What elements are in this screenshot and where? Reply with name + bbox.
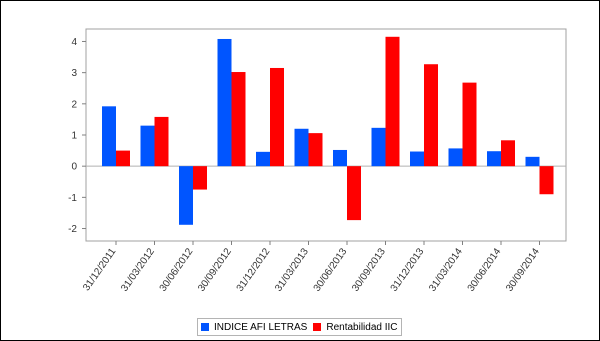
x-tick-label: 31/12/2011: [81, 246, 119, 293]
x-tick-label: 31/03/2014: [427, 246, 465, 294]
bar-series-1: [154, 116, 169, 167]
x-tick-label: 30/06/2013: [312, 246, 350, 294]
bar-series-1: [385, 36, 400, 167]
bar-series-0: [333, 149, 347, 167]
x-tick-label: 31/03/2012: [119, 246, 157, 294]
bar-series-1: [462, 82, 477, 167]
x-tick-label: 31/12/2012: [235, 246, 273, 294]
bar-series-1: [231, 72, 246, 167]
legend: INDICE AFI LETRAS Rentabilidad IIC: [197, 318, 402, 336]
bar-series-0: [448, 148, 463, 167]
bar-series-0: [525, 156, 540, 167]
x-tick-label: 30/06/2012: [158, 246, 196, 294]
legend-item-series-1: Rentabilidad IIC: [313, 321, 398, 333]
legend-swatch-series-0: [201, 323, 209, 331]
bar-series-0: [371, 127, 386, 167]
bar-series-1: [270, 67, 284, 167]
y-tick-label: 4: [71, 37, 77, 48]
y-axis: -2 -1 0 1 2 3 4: [68, 37, 86, 235]
bar-series-1: [501, 140, 515, 167]
bar-series-1: [116, 150, 130, 167]
legend-label-series-1: Rentabilidad IIC: [326, 321, 398, 333]
x-tick-label: 30/09/2013: [350, 246, 388, 294]
bar-series-1: [539, 166, 554, 195]
bars: [102, 36, 554, 225]
y-tick-label: 2: [71, 99, 77, 110]
x-axis: 31/12/2011 31/03/2012 30/06/2012 30/09/2012…: [81, 241, 542, 294]
bar-series-0: [487, 151, 501, 167]
x-tick-label: 30/09/2012: [196, 246, 234, 294]
bar-series-0: [140, 125, 155, 167]
y-tick-label: 0: [71, 162, 77, 173]
x-tick-label: 30/09/2014: [504, 246, 542, 294]
bar-series-1: [308, 133, 323, 167]
bar-series-0: [294, 128, 309, 167]
y-tick-label: 1: [71, 131, 77, 142]
bar-series-1: [347, 166, 361, 221]
legend-item-series-0: INDICE AFI LETRAS: [201, 322, 307, 333]
x-tick-label: 30/06/2014: [466, 246, 504, 294]
legend-label-series-0: INDICE AFI LETRAS: [214, 321, 308, 333]
legend-swatch-series-1: [313, 323, 322, 331]
y-tick-label: 3: [71, 68, 77, 79]
bar-series-0: [256, 151, 270, 167]
x-tick-label: 31/12/2013: [389, 246, 427, 294]
bar-series-0: [217, 38, 232, 167]
y-tick-label: -1: [68, 193, 77, 204]
bar-series-0: [179, 166, 193, 225]
bar-series-1: [193, 166, 207, 190]
y-tick-label: -2: [68, 224, 77, 235]
bar-series-0: [102, 106, 116, 167]
bar-series-0: [410, 151, 424, 167]
bar-series-1: [424, 64, 438, 167]
x-tick-label: 31/03/2013: [273, 246, 311, 294]
